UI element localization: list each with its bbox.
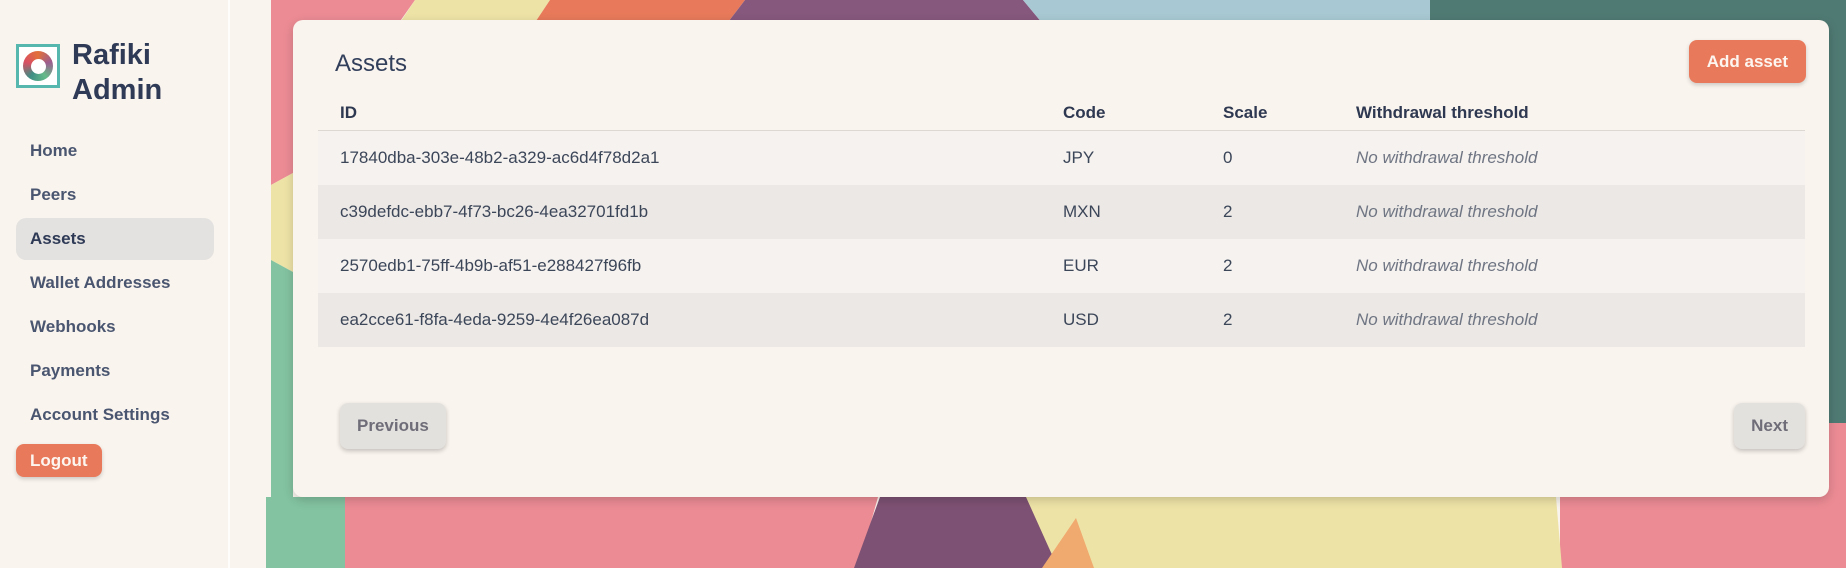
sidebar-item-peers[interactable]: Peers [30, 185, 77, 204]
add-asset-button[interactable]: Add asset [1688, 40, 1806, 83]
sidebar-nav: Home Peers Assets Wallet Addresses Webho… [0, 130, 228, 436]
asset-id-cell: 17840dba-303e-48b2-a329-ac6d4f78d2a1 [340, 148, 660, 167]
asset-scale-cell: 0 [1223, 148, 1233, 167]
asset-id-cell: 2570edb1-75ff-4b9b-af51-e288427f96fb [340, 256, 642, 275]
card-header: Assets Add asset [293, 20, 1829, 96]
background-shape [1026, 497, 1562, 568]
asset-id-cell: ea2cce61-f8fa-4eda-9259-4e4f26ea087d [340, 310, 650, 329]
column-header-id: ID [340, 103, 357, 122]
sidebar-item-assets[interactable]: Assets [16, 218, 214, 260]
asset-threshold-cell: No withdrawal threshold [1356, 202, 1538, 221]
table-header-row: ID Code Scale Withdrawal threshold [318, 96, 1805, 131]
assets-card: Assets Add asset ID Code Scale Withdrawa… [293, 20, 1829, 497]
asset-threshold-cell: No withdrawal threshold [1356, 256, 1538, 275]
background-shape [271, 173, 293, 272]
table-row[interactable]: c39defdc-ebb7-4f73-bc26-4ea32701fd1b MXN… [318, 185, 1805, 239]
sidebar: Rafiki Admin Home Peers Assets Wallet Ad… [0, 0, 230, 568]
asset-threshold-cell: No withdrawal threshold [1356, 310, 1538, 329]
sidebar-item-payments[interactable]: Payments [30, 361, 111, 380]
asset-scale-cell: 2 [1223, 202, 1233, 221]
asset-code-cell: USD [1063, 310, 1099, 329]
page-title: Assets [335, 50, 408, 77]
brand: Rafiki Admin [0, 0, 228, 108]
assets-table: ID Code Scale Withdrawal threshold 17840… [318, 96, 1805, 347]
asset-code-cell: MXN [1063, 202, 1101, 221]
asset-scale-cell: 2 [1223, 256, 1233, 275]
brand-title: Rafiki Admin [72, 38, 162, 108]
column-header-scale: Scale [1223, 103, 1268, 122]
logout-button[interactable]: Logout [16, 444, 102, 477]
asset-code-cell: JPY [1063, 148, 1095, 167]
sidebar-item-account-settings[interactable]: Account Settings [30, 405, 170, 424]
asset-code-cell: EUR [1063, 256, 1099, 275]
background-shape [345, 497, 878, 568]
sidebar-item-home[interactable]: Home [30, 141, 78, 160]
rafiki-logo-icon [16, 44, 60, 88]
table-row[interactable]: 2570edb1-75ff-4b9b-af51-e288427f96fb EUR… [318, 239, 1805, 293]
column-header-withdrawal-threshold: Withdrawal threshold [1356, 103, 1529, 122]
asset-id-cell: c39defdc-ebb7-4f73-bc26-4ea32701fd1b [340, 202, 649, 221]
column-header-code: Code [1063, 103, 1106, 122]
sidebar-item-wallet-addresses[interactable]: Wallet Addresses [30, 273, 171, 292]
sidebar-item-webhooks[interactable]: Webhooks [30, 317, 116, 336]
background-shape [266, 497, 345, 568]
previous-button[interactable]: Previous [340, 403, 446, 449]
asset-threshold-cell: No withdrawal threshold [1356, 148, 1538, 167]
brand-title-line2: Admin [72, 74, 163, 106]
table-row[interactable]: 17840dba-303e-48b2-a329-ac6d4f78d2a1 JPY… [318, 131, 1805, 185]
table-row[interactable]: ea2cce61-f8fa-4eda-9259-4e4f26ea087d USD… [318, 293, 1805, 347]
pagination: Previous Next [318, 403, 1805, 449]
next-button[interactable]: Next [1734, 403, 1805, 449]
background-shape [854, 497, 1058, 568]
background-shape [271, 260, 293, 568]
brand-title-line1: Rafiki [72, 39, 151, 71]
asset-scale-cell: 2 [1223, 310, 1233, 329]
